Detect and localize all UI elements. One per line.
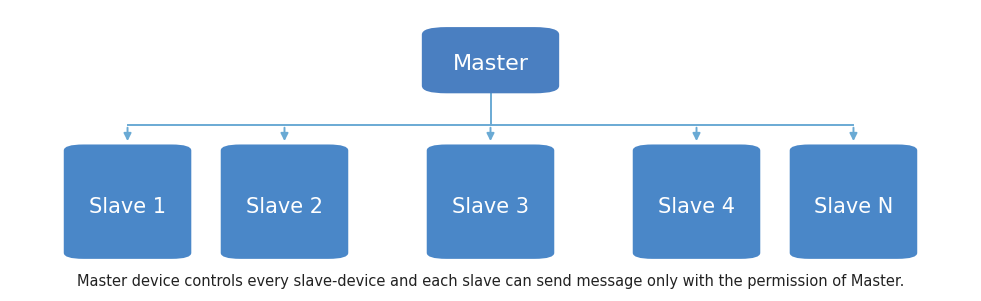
Text: Slave 2: Slave 2 [246,197,323,217]
Text: Master: Master [452,54,529,73]
Text: Slave N: Slave N [814,197,893,217]
Text: Slave 1: Slave 1 [89,197,166,217]
Text: Master device controls every slave-device and each slave can send message only w: Master device controls every slave-devic… [77,274,904,289]
FancyBboxPatch shape [790,144,917,259]
FancyBboxPatch shape [221,144,348,259]
Text: Slave 3: Slave 3 [452,197,529,217]
FancyBboxPatch shape [64,144,191,259]
FancyBboxPatch shape [427,144,554,259]
FancyBboxPatch shape [422,27,559,93]
Text: Slave 4: Slave 4 [658,197,735,217]
FancyBboxPatch shape [633,144,760,259]
